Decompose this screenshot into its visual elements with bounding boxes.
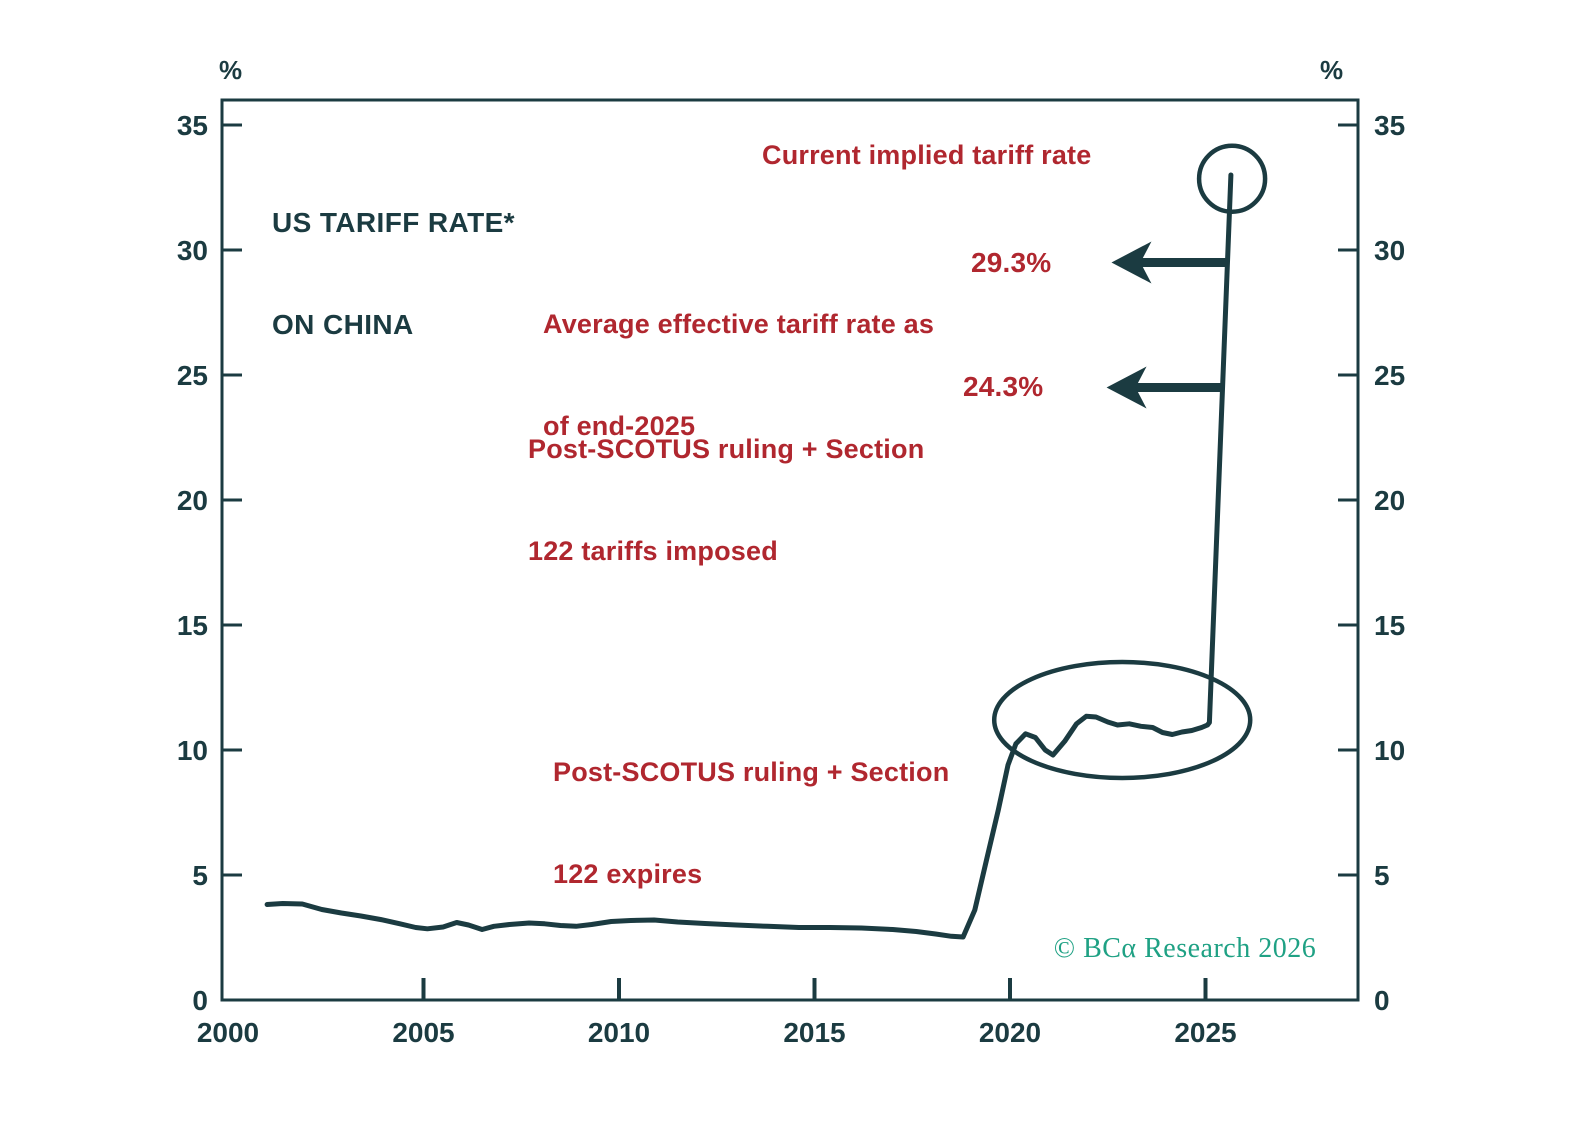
annotation-avg-effective-label: Average effective tariff rate as of end-… bbox=[543, 239, 934, 511]
annotation-shapes bbox=[991, 143, 1268, 781]
y-tick-label-right: 20 bbox=[1374, 485, 1405, 516]
current-implied-circle bbox=[1196, 143, 1268, 214]
y-axis-unit-right: % bbox=[1320, 55, 1344, 85]
annotation-scotus-expires-line2: 122 expires bbox=[553, 859, 703, 889]
axis-frame bbox=[220, 98, 1360, 1002]
y-tick-label-right: 5 bbox=[1374, 860, 1390, 891]
data-series bbox=[264, 172, 1234, 940]
scotus-imposed-arrow-head bbox=[1106, 366, 1147, 409]
annotation-scotus-expires-line1: Post-SCOTUS ruling + Section bbox=[553, 757, 950, 787]
annotation-scotus-imposed-line1: Post-SCOTUS ruling + Section bbox=[528, 434, 925, 464]
y-tick-label-right: 15 bbox=[1374, 610, 1405, 641]
chart-title-line1: US TARIFF RATE* bbox=[272, 207, 515, 238]
annotation-avg-effective-line2: of end-2025 bbox=[543, 411, 696, 441]
copyright-notice: © BCα Research 2026 bbox=[1053, 933, 1317, 964]
y-tick-label-right: 10 bbox=[1374, 735, 1405, 766]
y-tick-label-left: 0 bbox=[192, 985, 208, 1016]
y-tick-label-right: 0 bbox=[1374, 985, 1390, 1016]
annotation-scotus-imposed-line2: 122 tariffs imposed bbox=[528, 536, 778, 566]
y-tick-label-left: 30 bbox=[177, 235, 208, 266]
y-tick-label-right: 35 bbox=[1374, 110, 1405, 141]
y-tick-label-left: 15 bbox=[177, 610, 208, 641]
annotation-avg-effective-value: 29.3% bbox=[971, 247, 1052, 278]
annotation-scotus-imposed-value: 24.3% bbox=[963, 371, 1044, 402]
y-tick-label-left: 35 bbox=[177, 110, 208, 141]
x-tick-label: 2025 bbox=[1174, 1017, 1236, 1048]
annotation-avg-effective-line1: Average effective tariff rate as bbox=[543, 309, 935, 339]
avg-effective-arrow-head bbox=[1111, 241, 1152, 284]
axis-ticks bbox=[222, 123, 1358, 1000]
x-tick-label: 2015 bbox=[783, 1017, 845, 1048]
plot-frame bbox=[220, 98, 1360, 1002]
scotus-expires-ellipse bbox=[991, 659, 1253, 781]
annotation-scotus-expires-label: Post-SCOTUS ruling + Section 122 expires bbox=[553, 687, 949, 959]
y-axis-unit-left: % bbox=[219, 55, 243, 85]
annotation-scotus-imposed-label: Post-SCOTUS ruling + Section 122 tariffs… bbox=[528, 364, 924, 636]
y-tick-label-left: 5 bbox=[192, 860, 208, 891]
y-tick-label-left: 25 bbox=[177, 360, 208, 391]
tariff-rate-line bbox=[264, 172, 1234, 940]
x-tick-label: 2005 bbox=[392, 1017, 454, 1048]
y-tick-label-left: 10 bbox=[177, 735, 208, 766]
x-tick-label: 2020 bbox=[979, 1017, 1041, 1048]
y-tick-label-right: 25 bbox=[1374, 360, 1405, 391]
annotation-current-implied-label: Current implied tariff rate bbox=[762, 140, 1092, 170]
x-tick-label: 2010 bbox=[588, 1017, 650, 1048]
chart-title-line2: ON CHINA bbox=[272, 309, 414, 340]
y-tick-label-left: 20 bbox=[177, 485, 208, 516]
chart-title: US TARIFF RATE* ON CHINA bbox=[272, 138, 515, 410]
y-tick-label-right: 30 bbox=[1374, 235, 1405, 266]
x-tick-label: 2000 bbox=[197, 1017, 259, 1048]
